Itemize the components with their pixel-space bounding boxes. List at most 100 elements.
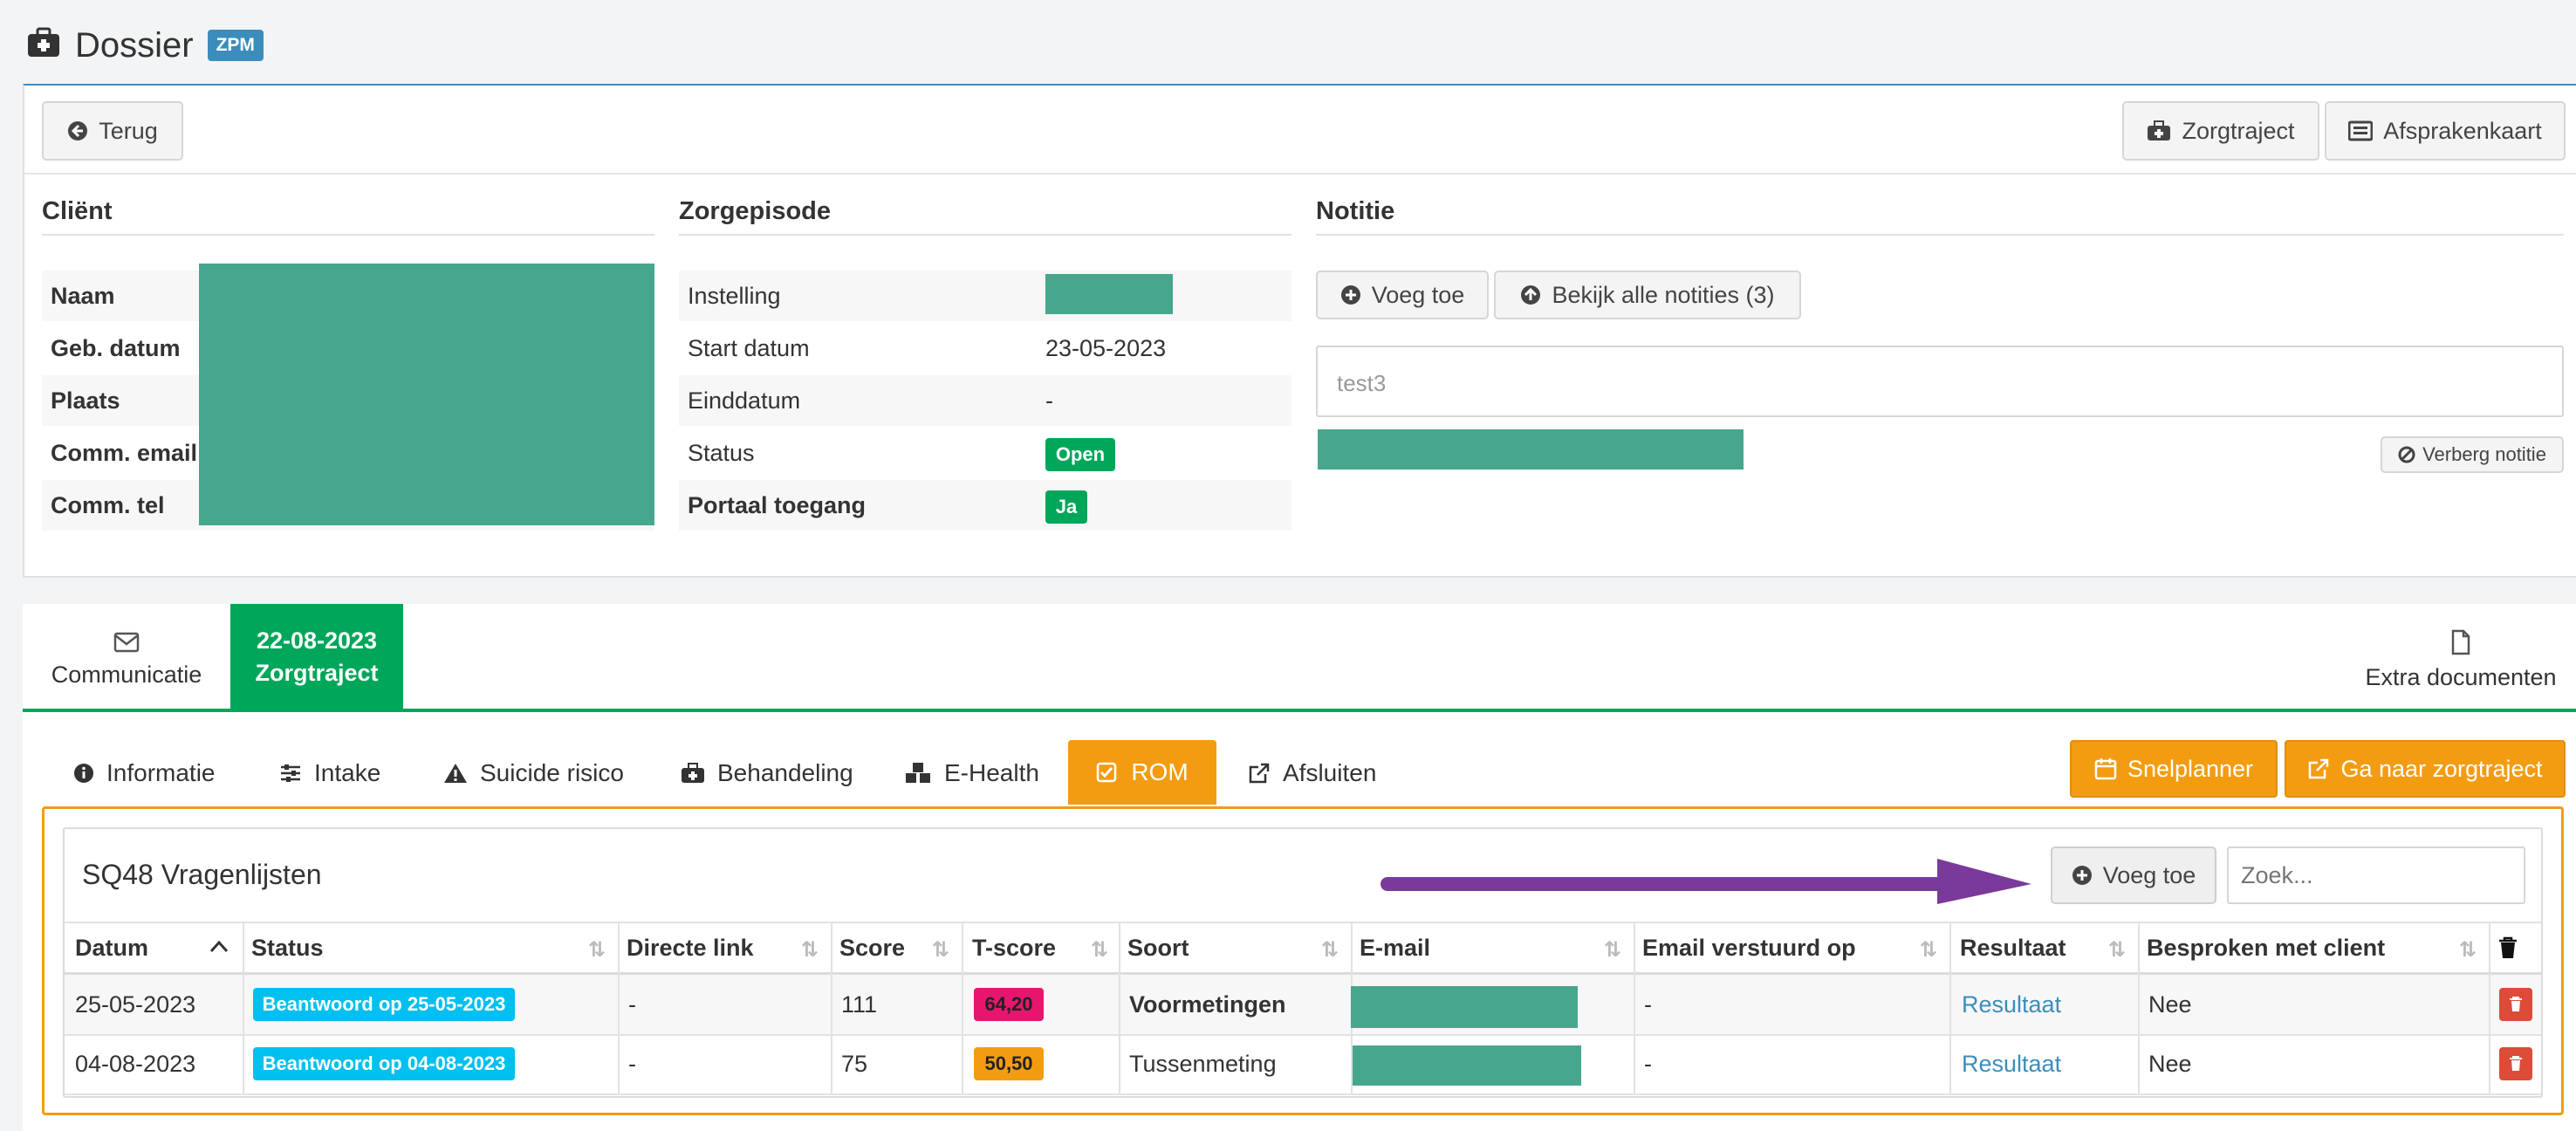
episode-row-bg bbox=[679, 271, 1291, 321]
client-details-redacted bbox=[199, 264, 654, 525]
col-datum[interactable]: Datum bbox=[66, 923, 243, 972]
add-note-button[interactable]: Voeg toe bbox=[1316, 271, 1489, 319]
tab-communicatie[interactable]: Communicatie bbox=[35, 611, 218, 709]
sort-icon: ⇅ bbox=[1320, 938, 1339, 962]
end-date-value: - bbox=[1045, 387, 1053, 414]
cubes-icon bbox=[906, 763, 930, 783]
status-badge: Open bbox=[1045, 438, 1115, 471]
table-header-top-line bbox=[65, 922, 2541, 923]
subtab-informatie[interactable]: Informatie bbox=[73, 759, 216, 787]
rom-content-frame bbox=[42, 806, 2564, 1115]
instelling-label: Instelling bbox=[688, 283, 781, 309]
subtab-suicide-risico[interactable]: Suicide risico bbox=[443, 759, 624, 787]
cell-email-verstuurd: - bbox=[1644, 1051, 1652, 1077]
afsprakenkaart-button[interactable]: Afsprakenkaart bbox=[2325, 101, 2566, 161]
cell-email-redacted bbox=[1353, 1045, 1581, 1086]
go-to-zorgtraject-button[interactable]: Ga naar zorgtraject bbox=[2285, 740, 2566, 798]
episode-row-bg bbox=[679, 480, 1291, 531]
episode-row-bg bbox=[679, 375, 1291, 426]
col-status[interactable]: Status ⇅ bbox=[251, 934, 606, 963]
plus-circle-icon bbox=[1340, 285, 1360, 305]
check-square-icon bbox=[1097, 762, 1117, 783]
add-questionnaire-button[interactable]: Voeg toe bbox=[2051, 847, 2216, 904]
episode-heading: Zorgepisode bbox=[679, 197, 832, 225]
tab-zorgtraject[interactable]: 22-08-2023 Zorgtraject bbox=[230, 604, 403, 710]
sort-icon: ⇅ bbox=[2107, 938, 2126, 962]
col-email-verstuurd[interactable]: Email verstuurd op ⇅ bbox=[1642, 934, 1937, 963]
cell-score: 111 bbox=[841, 991, 878, 1018]
cell-score: 75 bbox=[841, 1051, 868, 1077]
col-score[interactable]: Score ⇅ bbox=[839, 934, 949, 963]
cell-email-redacted bbox=[1351, 986, 1578, 1028]
hide-note-button[interactable]: Verberg notitie bbox=[2381, 436, 2564, 473]
external-link-icon bbox=[2309, 758, 2329, 779]
col-divider bbox=[2138, 923, 2140, 1094]
tab-extra-documenten[interactable]: Extra documenten bbox=[2356, 611, 2566, 709]
arrow-left-circle-icon bbox=[68, 121, 88, 141]
col-divider bbox=[618, 923, 620, 1094]
row-divider bbox=[65, 1034, 2541, 1036]
episode-heading-underline bbox=[679, 234, 1291, 236]
client-city-label: Plaats bbox=[51, 387, 120, 414]
subtab-e-health[interactable]: E-Health bbox=[904, 759, 1039, 787]
col-divider bbox=[243, 923, 244, 1094]
questionnaire-title: SQ48 Vragenlijsten bbox=[82, 859, 322, 890]
subtab-intake[interactable]: Intake bbox=[279, 759, 380, 787]
subtab-behandeling[interactable]: Behandeling bbox=[681, 759, 853, 787]
start-date-value: 23-05-2023 bbox=[1045, 335, 1167, 361]
cell-datum: 04-08-2023 bbox=[75, 1051, 196, 1077]
col-divider bbox=[962, 923, 963, 1094]
row-divider bbox=[65, 1093, 2541, 1095]
notes-heading-underline bbox=[1316, 234, 2564, 236]
note-text: test3 bbox=[1337, 370, 1387, 396]
col-e-mail[interactable]: E-mail ⇅ bbox=[1360, 934, 1621, 963]
warning-icon bbox=[444, 764, 467, 783]
col-divider bbox=[1119, 923, 1120, 1094]
view-all-notes-button[interactable]: Bekijk alle notities (3) bbox=[1494, 271, 1801, 319]
delete-row-button[interactable] bbox=[2499, 1047, 2532, 1080]
panel-toolbar-divider bbox=[24, 173, 2576, 175]
col-resultaat[interactable]: Resultaat ⇅ bbox=[1960, 934, 2126, 963]
chevron-up-icon bbox=[209, 940, 229, 953]
portal-access-badge: Ja bbox=[1045, 490, 1087, 524]
cell-tscore-badge: 64,20 bbox=[974, 988, 1044, 1021]
trash-icon bbox=[2510, 997, 2522, 1011]
col-besproken[interactable]: Besproken met client ⇅ bbox=[2147, 934, 2477, 963]
subtab-afsluiten[interactable]: Afsluiten bbox=[1248, 759, 1376, 787]
back-button[interactable]: Terug bbox=[42, 101, 183, 161]
arrow-up-circle-icon bbox=[1521, 285, 1541, 305]
plus-circle-icon bbox=[2072, 866, 2092, 885]
cell-besproken: Nee bbox=[2148, 1051, 2192, 1077]
cell-status-badge: Beantwoord op 25-05-2023 bbox=[253, 988, 515, 1021]
note-text-box[interactable]: test3 bbox=[1316, 346, 2564, 417]
client-heading: Cliënt bbox=[42, 197, 113, 225]
page-title: Dossier bbox=[75, 25, 194, 65]
trash-icon bbox=[2499, 936, 2517, 958]
cell-soort: Tussenmeting bbox=[1129, 1051, 1277, 1077]
col-directe-link[interactable]: Directe link ⇅ bbox=[627, 934, 819, 963]
cell-resultaat-link[interactable]: Resultaat bbox=[1962, 991, 2062, 1018]
delete-row-button[interactable] bbox=[2499, 988, 2532, 1021]
client-dob-label: Geb. datum bbox=[51, 335, 181, 361]
col-t-score[interactable]: T-score ⇅ bbox=[972, 934, 1108, 963]
col-divider bbox=[1949, 923, 1951, 1094]
snelplanner-button[interactable]: Snelplanner bbox=[2070, 740, 2278, 798]
cell-soort: Voormetingen bbox=[1129, 991, 1286, 1018]
sort-icon: ⇅ bbox=[1603, 938, 1621, 962]
note-meta-redacted bbox=[1318, 429, 1744, 470]
cell-directe-link: - bbox=[628, 1051, 636, 1077]
client-name-label: Naam bbox=[51, 283, 115, 309]
subtab-rom[interactable]: ROM bbox=[1068, 740, 1216, 805]
sort-icon: ⇅ bbox=[931, 938, 949, 962]
info-circle-icon bbox=[74, 764, 93, 783]
sort-icon: ⇅ bbox=[800, 938, 819, 962]
calendar-icon bbox=[2094, 758, 2117, 780]
cell-directe-link: - bbox=[628, 991, 636, 1018]
zorgtraject-button[interactable]: Zorgtraject bbox=[2122, 101, 2319, 161]
client-phone-label: Comm. tel bbox=[51, 492, 165, 518]
trash-icon bbox=[2510, 1056, 2522, 1071]
sort-icon: ⇅ bbox=[2458, 938, 2477, 962]
search-input[interactable] bbox=[2227, 847, 2525, 904]
col-soort[interactable]: Soort ⇅ bbox=[1127, 934, 1339, 963]
cell-resultaat-link[interactable]: Resultaat bbox=[1962, 1051, 2062, 1077]
